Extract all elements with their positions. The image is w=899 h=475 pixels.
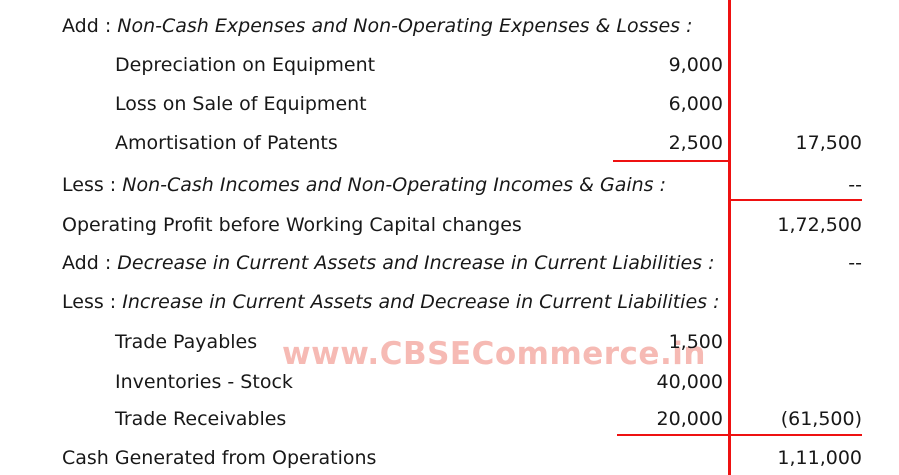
subtotal-rule-detail-column (613, 160, 730, 162)
row-operating-profit: Operating Profit before Working Capital … (0, 212, 899, 238)
row-label: Amortisation of Patents (115, 132, 338, 154)
row-add-noncash-expenses: Add : Non-Cash Expenses and Non-Operatin… (0, 13, 899, 39)
row-amount-total: (61,500) (780, 408, 862, 430)
row-depreciation: Depreciation on Equipment 9,000 (0, 52, 899, 78)
total-rule-bottom (617, 434, 862, 436)
row-label: Increase in Current Assets and Decrease … (122, 291, 720, 313)
row-label: Operating Profit before Working Capital … (62, 214, 522, 236)
row-less-noncash-incomes: Less : Non-Cash Incomes and Non-Operatin… (0, 172, 899, 198)
row-amount-total: 1,11,000 (777, 447, 862, 469)
row-trade-receivables: Trade Receivables 20,000 (61,500) (0, 406, 899, 432)
row-label: Cash Generated from Operations (62, 447, 377, 469)
row-amount-total: 1,72,500 (777, 214, 862, 236)
row-prefix: Add : (62, 15, 118, 37)
row-amount-detail: 9,000 (668, 54, 723, 76)
row-label: Inventories - Stock (115, 371, 293, 393)
subtotal-rule-total-column (729, 199, 862, 201)
row-inventories: Inventories - Stock 40,000 (0, 369, 899, 395)
row-amortisation: Amortisation of Patents 2,500 17,500 (0, 130, 899, 156)
row-cash-generated: Cash Generated from Operations 1,11,000 (0, 445, 899, 471)
row-label: Decrease in Current Assets and Increase … (117, 252, 715, 274)
row-amount-total: -- (848, 252, 862, 274)
row-amount-detail: 2,500 (668, 132, 723, 154)
row-prefix: Less : (62, 174, 123, 196)
row-amount-detail: 40,000 (656, 371, 723, 393)
row-label: Non-Cash Expenses and Non-Operating Expe… (117, 15, 693, 37)
row-label: Loss on Sale of Equipment (115, 93, 367, 115)
row-label: Trade Receivables (115, 408, 287, 430)
row-amount-total: 17,500 (795, 132, 862, 154)
row-amount-detail: 6,000 (668, 93, 723, 115)
watermark-text: www.CBSECommerce.in (282, 336, 706, 372)
row-less-increase-current-assets: Less : Increase in Current Assets and De… (0, 289, 899, 315)
row-label: Non-Cash Incomes and Non-Operating Incom… (122, 174, 666, 196)
row-label: Trade Payables (115, 331, 258, 353)
row-prefix: Less : (62, 291, 123, 313)
row-loss-on-sale: Loss on Sale of Equipment 6,000 (0, 91, 899, 117)
row-label: Depreciation on Equipment (115, 54, 376, 76)
row-add-decrease-current-assets: Add : Decrease in Current Assets and Inc… (0, 250, 899, 276)
row-amount-total: -- (848, 174, 862, 196)
row-amount-detail: 1,500 (668, 331, 723, 353)
row-trade-payables: Trade Payables 1,500 (0, 329, 899, 355)
row-amount-detail: 20,000 (656, 408, 723, 430)
row-prefix: Add : (62, 252, 118, 274)
column-divider-line (728, 0, 731, 475)
